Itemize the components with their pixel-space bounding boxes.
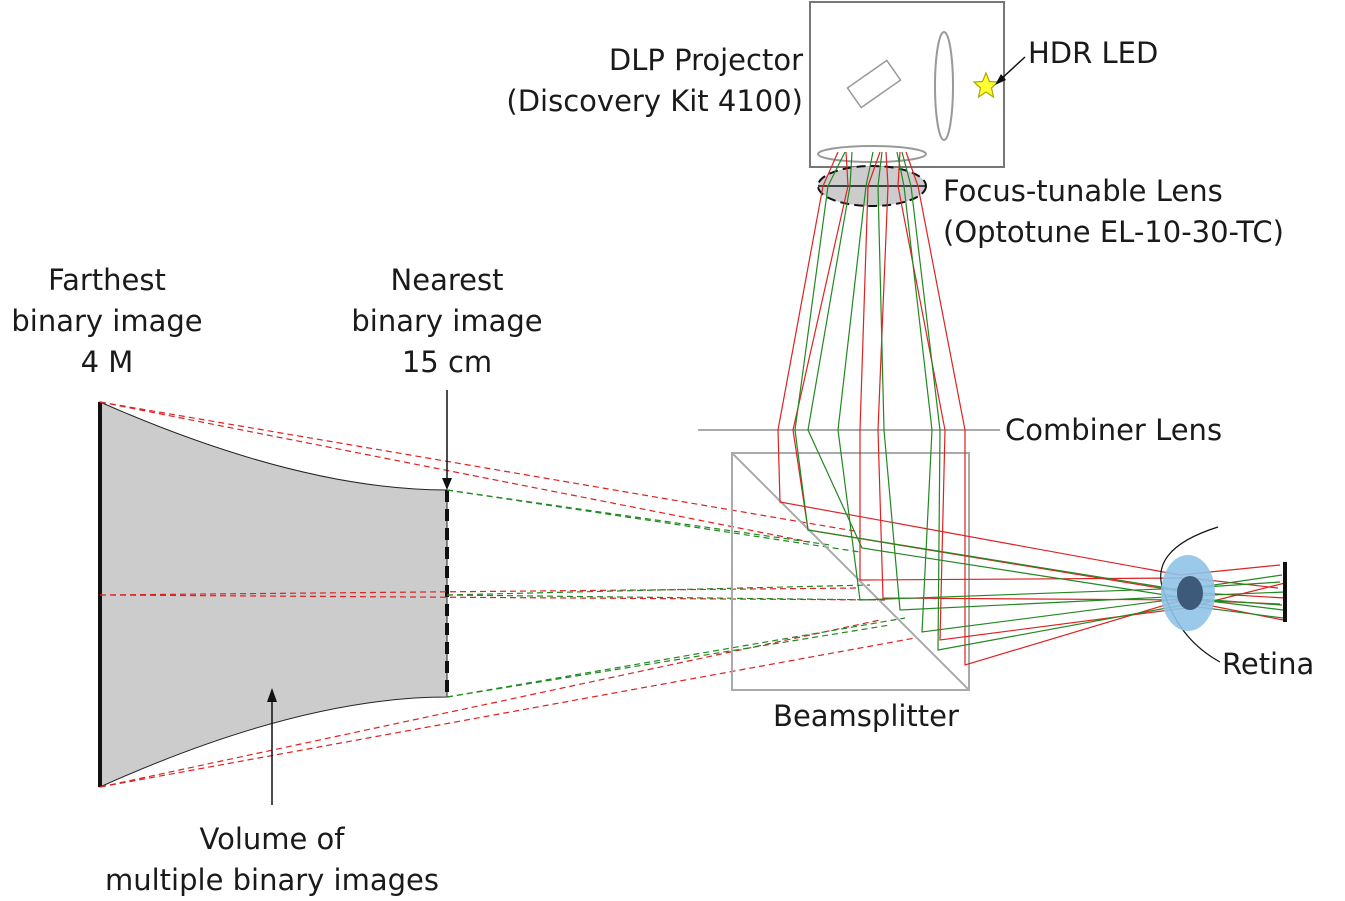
projector-output-lens — [817, 145, 927, 163]
volume-subtitle: multiple binary images — [105, 863, 439, 897]
dlp-projector-title: DLP Projector — [608, 43, 803, 77]
focus-lens-title: Focus-tunable Lens — [943, 174, 1223, 208]
beamsplitter-label: Beamsplitter — [773, 699, 959, 733]
hdr-led-label: HDR LED — [1028, 36, 1159, 70]
pupil — [1177, 576, 1203, 610]
projector-internal-lens — [934, 31, 954, 141]
retina-label: Retina — [1222, 647, 1315, 681]
dlp-projector-box — [809, 1, 1005, 168]
nearest-image-label: Nearest binary image 15 cm — [351, 260, 542, 383]
nearest-distance: 15 cm — [401, 345, 493, 379]
dmd-chip — [846, 59, 902, 109]
hdr-led-arrowhead — [995, 74, 1006, 85]
hdr-led-arrow — [999, 56, 1026, 81]
farthest-subtitle: binary image — [11, 304, 203, 338]
farthest-distance: 4 M — [80, 345, 134, 379]
dlp-projector-label: DLP Projector (Discovery Kit 4100) — [506, 40, 803, 122]
nearest-subtitle: binary image — [351, 304, 543, 338]
farthest-image-label: Farthest binary image 4 M — [11, 260, 202, 383]
dlp-projector-model: (Discovery Kit 4100) — [506, 84, 803, 118]
virtual-rays — [99, 401, 916, 788]
farthest-title: Farthest — [48, 263, 166, 297]
combiner-lens-label: Combiner Lens — [1005, 413, 1223, 447]
eye — [1160, 526, 1287, 663]
beamsplitter-cube — [731, 452, 970, 691]
annotation-arrows — [267, 390, 452, 805]
focus-lens-label: Focus-tunable Lens (Optotune EL-10-30-TC… — [943, 171, 1284, 253]
hdr-led-star-icon — [972, 71, 1000, 99]
volume-label: Volume of multiple binary images — [105, 819, 439, 901]
volume-title: Volume of — [199, 822, 345, 856]
nearest-title: Nearest — [390, 263, 504, 297]
focus-lens-model: (Optotune EL-10-30-TC) — [943, 215, 1284, 249]
